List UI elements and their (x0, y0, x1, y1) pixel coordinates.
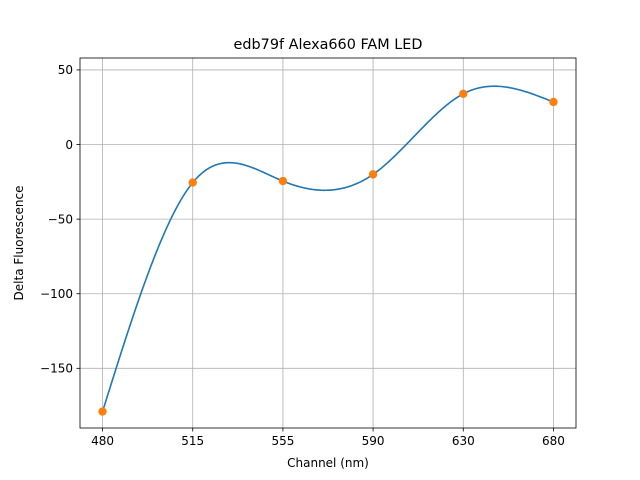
x-tick-label: 590 (362, 434, 385, 448)
x-tick-label: 680 (542, 434, 565, 448)
data-point (188, 178, 197, 187)
data-point (368, 170, 378, 179)
x-tick-label: 555 (271, 434, 294, 448)
y-tick-label: −150 (40, 362, 73, 376)
data-point (549, 97, 558, 107)
data-point (459, 89, 468, 99)
x-axis-label: Channel (nm) (287, 456, 369, 470)
data-point (98, 407, 107, 416)
y-axis-label: Delta Fluorescence (12, 186, 26, 301)
y-tick-label: 50 (58, 63, 73, 77)
y-tick-label: 0 (65, 138, 73, 152)
series-line (101, 85, 554, 412)
data-markers (98, 89, 558, 416)
data-point (278, 176, 288, 186)
x-tick-label: 480 (91, 434, 114, 448)
grid (80, 58, 576, 428)
x-tick-label: 515 (181, 434, 204, 448)
y-tick-label: −50 (48, 212, 73, 226)
x-axis: 480 515 555 590 630 680 (91, 428, 565, 448)
y-axis: 50 0 −50 −100 −150 (40, 63, 80, 376)
plot-frame (79, 57, 577, 429)
chart-title: edb79f Alexa660 FAM LED (234, 37, 423, 53)
x-tick-label: 630 (452, 434, 475, 448)
y-tick-label: −100 (40, 287, 73, 301)
